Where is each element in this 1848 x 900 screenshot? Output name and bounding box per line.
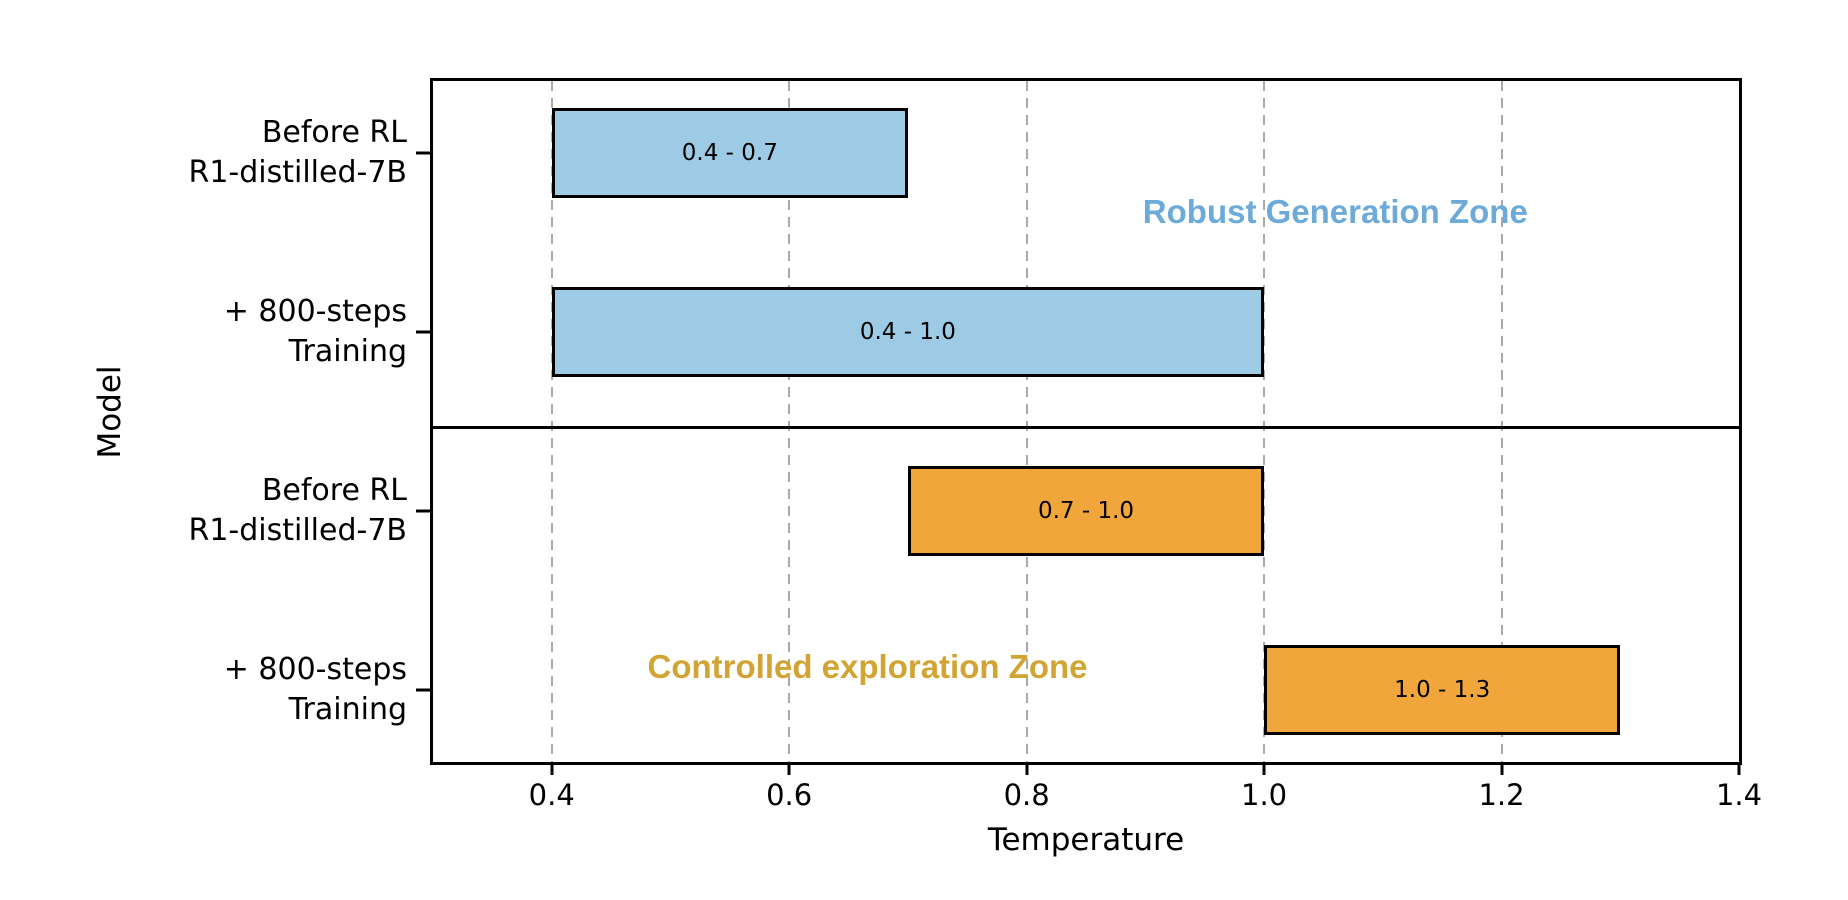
x-tick: [1737, 762, 1741, 775]
plot-area: 0.4 - 0.7 Before RL R1-distilled-7B 0.4 - 1…: [188, 78, 1762, 812]
group-separator-line: [430, 426, 1742, 429]
x-tick: [1500, 762, 1504, 775]
x-tick-label-1.2: 1.2: [1478, 778, 1525, 812]
x-tick-label-1.0: 1.0: [1241, 778, 1288, 812]
zone-annotation-1: Controlled exploration Zone: [647, 647, 1088, 685]
bar-range-label: 0.4 - 1.0: [859, 319, 956, 345]
gridline-x-0.6: [788, 81, 791, 762]
x-tick: [550, 762, 554, 775]
bar-range-label: 0.4 - 0.7: [681, 140, 778, 166]
x-tick-label-0.6: 0.6: [766, 778, 813, 812]
y-tick: [416, 151, 430, 155]
range-bar-robust-generation-0: 0.4 - 0.7: [551, 108, 908, 198]
y-tick: [416, 330, 430, 334]
gridline-x-0.8: [1025, 81, 1028, 762]
bar-range-label: 0.7 - 1.0: [1037, 498, 1135, 524]
y-tick-label-row-0: Before RL R1-distilled-7B: [188, 115, 407, 190]
range-bar-controlled-exploration-3: 1.0 - 1.3: [1264, 645, 1621, 735]
range-bar-controlled-exploration-2: 0.7 - 1.0: [907, 466, 1265, 556]
bar-range-label: 1.0 - 1.3: [1394, 677, 1491, 703]
zone-annotation-0: Robust Generation Zone: [1142, 192, 1528, 230]
y-tick-label-row-2: Before RL R1-distilled-7B: [188, 473, 407, 548]
y-tick: [416, 688, 430, 692]
gridline-x-0.4: [550, 81, 553, 762]
y-tick: [416, 509, 430, 513]
x-tick: [1262, 762, 1266, 775]
y-tick-label-row-1: + 800-steps Training: [223, 294, 407, 369]
x-tick-label-0.8: 0.8: [1003, 778, 1050, 812]
y-axis-label: Model: [92, 365, 128, 459]
x-tick: [787, 762, 791, 775]
x-tick-label-0.4: 0.4: [528, 778, 575, 812]
gridline-x-1: [1263, 81, 1266, 762]
range-bar-robust-generation-1: 0.4 - 1.0: [551, 287, 1265, 377]
x-axis-label: Temperature: [987, 822, 1185, 858]
x-tick: [1025, 762, 1029, 775]
gridline-x-1.2: [1500, 81, 1503, 762]
x-tick-label-1.4: 1.4: [1715, 778, 1763, 812]
y-tick-label-row-3: + 800-steps Training: [223, 652, 407, 727]
